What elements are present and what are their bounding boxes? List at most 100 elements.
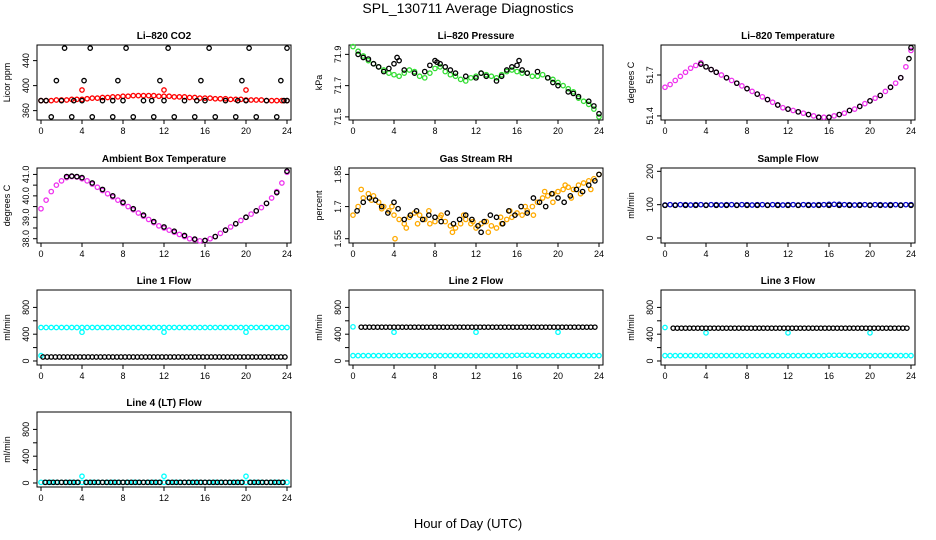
data-point [89,324,96,331]
data-point [386,65,392,72]
data-point [677,201,684,208]
data-point [473,329,479,336]
data-point [161,224,167,230]
data-point [401,70,408,76]
data-point [485,229,492,236]
data-point [79,329,85,336]
panel-5: Gas Stream RH percent 0 4 8 12 16 20 24 1.55 1.7 1.… [314,154,604,259]
data-point [908,47,914,54]
data-point [58,97,65,104]
data-point [904,325,910,332]
data-point [79,174,85,181]
data-point [892,80,899,87]
data-point [452,73,459,80]
data-point [156,324,162,331]
data-point [438,212,444,218]
data-point [253,114,260,120]
data-point [94,324,101,331]
data-point [560,186,566,193]
series-2 [358,324,598,331]
data-point [831,201,837,208]
data-point [908,44,914,51]
data-point [856,103,863,110]
data-point [867,98,873,104]
data-point [462,352,469,359]
data-point [872,95,878,102]
data-point [99,186,106,193]
data-point [821,352,827,359]
data-point [43,197,49,203]
data-point [246,45,252,51]
data-point [478,70,484,76]
data-point [877,202,884,209]
x-tick-label: 24 [282,493,292,503]
data-point [892,201,899,208]
y-tick-label: 1.85 [333,166,343,184]
data-point [355,51,361,58]
data-point [268,324,275,331]
data-point [212,114,219,120]
data-point [84,95,90,102]
data-point [473,352,479,359]
data-point [227,224,234,230]
data-point [355,48,361,55]
x-tick-label: 12 [159,493,169,503]
data-point [841,110,848,117]
data-point [370,60,377,67]
data-point [197,324,203,331]
x-tick-label: 12 [471,126,481,136]
x-tick-label: 12 [783,371,793,381]
data-point [432,352,438,359]
data-point [135,210,142,216]
data-point [391,352,397,359]
data-point [263,97,270,104]
data-point [836,111,843,118]
data-point [212,95,219,102]
data-point [795,108,802,115]
data-point [862,352,868,359]
data-point [414,220,421,227]
data-point [135,324,142,331]
data-point [585,101,592,108]
x-tick-label: 24 [594,126,604,136]
series-2 [40,354,288,360]
data-point [130,205,137,212]
series-1 [350,323,602,359]
data-point [524,70,531,76]
data-point [518,203,524,210]
data-point [585,98,592,105]
data-point [120,97,126,104]
data-point [130,479,137,486]
data-point [596,352,602,359]
x-tick-label: 12 [783,126,793,136]
series-2 [670,325,910,332]
y-axis-label: kPa [314,75,324,91]
data-point [908,352,914,359]
data-point [544,193,551,199]
x-tick-label: 24 [906,126,916,136]
data-point [733,80,740,87]
x-tick-label: 16 [200,493,210,503]
x-tick-label: 24 [906,249,916,259]
series-2 [355,51,602,117]
data-point [53,97,60,103]
data-point [534,352,541,359]
data-point [548,190,555,197]
data-point [273,479,280,486]
data-point [94,95,101,101]
data-point [534,199,541,206]
data-point [171,324,178,331]
series-1 [350,43,602,120]
data-point [672,77,679,84]
data-point [687,352,694,359]
x-tick-label: 4 [391,249,396,259]
data-point [493,78,500,84]
data-point [449,229,456,236]
data-point [728,201,735,208]
y-axis-label: ml/min [626,192,636,219]
x-tick-label: 12 [471,371,481,381]
data-point [800,352,807,359]
y-tick-label: 800 [21,422,31,437]
data-point [749,202,755,208]
data-point [447,71,454,78]
